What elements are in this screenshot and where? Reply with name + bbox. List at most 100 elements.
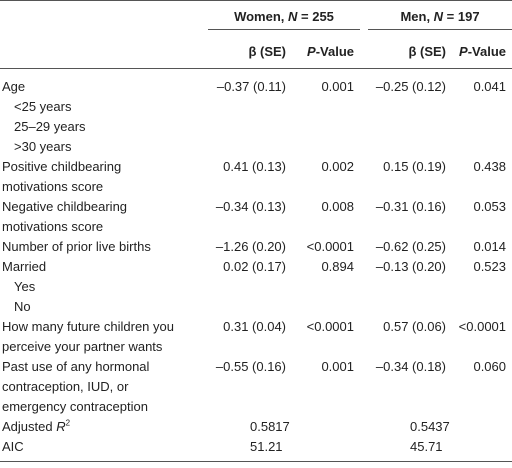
value: 0.02 (0.17)	[223, 259, 286, 274]
text-part: = 197	[443, 9, 480, 24]
value: 51.21	[250, 439, 283, 454]
group-label: Men, N = 197	[368, 7, 512, 30]
column-header: β (SE)	[200, 38, 292, 69]
value-cell: –0.34 (0.13)	[200, 197, 292, 237]
group-header: Men, N = 197	[360, 0, 512, 38]
text-part: = 255	[297, 9, 334, 24]
value-cell	[200, 137, 292, 157]
label-line: <25 years	[14, 99, 72, 114]
table-body: Age –0.37 (0.11) 0.001 –0.25 (0.12) 0.041 <25…	[0, 69, 512, 462]
value: <0.0001	[458, 319, 507, 334]
value-cell	[452, 297, 512, 317]
value: 0.894	[321, 259, 354, 274]
value-cell: 0.41 (0.13)	[200, 157, 292, 197]
superscript: 2	[65, 418, 71, 428]
data-row: Married 0.02 (0.17) 0.894 –0.13 (0.20) 0.523	[0, 257, 512, 277]
value: 0.57 (0.06)	[383, 319, 446, 334]
value-cell	[292, 137, 360, 157]
value-cell: 0.57 (0.06)	[360, 317, 452, 357]
value: 0.438	[473, 159, 507, 174]
value-cell: 0.053	[452, 197, 512, 237]
value: 0.041	[473, 79, 507, 94]
value: 0.41 (0.13)	[223, 159, 286, 174]
value-cell: 0.15 (0.19)	[360, 157, 452, 197]
value-cell	[452, 117, 512, 137]
value: –0.55 (0.16)	[215, 359, 286, 374]
label-line: motivations score	[2, 179, 104, 194]
value-cell: –0.13 (0.20)	[360, 257, 452, 277]
row-label: Negative childbearing motivations score	[0, 197, 200, 237]
value-cell: 0.001	[292, 69, 360, 98]
value-cell	[292, 277, 360, 297]
italic-part: N	[433, 9, 444, 24]
label-line: >30 years	[14, 139, 72, 154]
value-cell: 0.438	[452, 157, 512, 197]
value: 45.71	[410, 439, 443, 454]
data-row: Age –0.37 (0.11) 0.001 –0.25 (0.12) 0.041	[0, 69, 512, 98]
value-cell	[292, 297, 360, 317]
column-header: P-Value	[292, 38, 360, 69]
row-label: Age	[0, 69, 200, 98]
value-cell	[360, 97, 452, 117]
text-part: β (SE)	[248, 44, 286, 59]
value-cell: –1.26 (0.20)	[200, 237, 292, 257]
group-label: Women, N = 255	[208, 7, 360, 30]
value: 0.060	[473, 359, 507, 374]
value-cell	[200, 277, 292, 297]
group-header: Women, N = 255	[200, 0, 360, 38]
value-cell: 0.002	[292, 157, 360, 197]
value: –1.26 (0.20)	[215, 239, 286, 254]
value-cell: 0.894	[292, 257, 360, 277]
column-header: P-Value	[452, 38, 512, 69]
value-cell	[360, 277, 452, 297]
value: –0.62 (0.25)	[375, 239, 446, 254]
row-label: Positive childbearing motivations score	[0, 157, 200, 197]
value: –0.25 (0.12)	[375, 79, 446, 94]
text-part: -Value	[315, 44, 354, 59]
value: –0.31 (0.16)	[375, 199, 446, 214]
column-header: β (SE)	[360, 38, 452, 69]
value: –0.13 (0.20)	[375, 259, 446, 274]
group-header-row: Women, N = 255 Men, N = 197	[0, 0, 512, 38]
value: 0.053	[473, 199, 507, 214]
value-cell: 0.001	[292, 357, 360, 417]
label-line: Positive childbearing	[2, 159, 122, 174]
value: 0.002	[321, 159, 354, 174]
value-cell	[452, 277, 512, 297]
value-cell	[360, 117, 452, 137]
data-row: Yes	[0, 277, 512, 297]
label-line: No	[14, 299, 31, 314]
data-row: 25–29 years	[0, 117, 512, 137]
fit-value-cell: 45.71	[360, 437, 512, 462]
label-line: emergency contraception	[2, 399, 148, 414]
row-label: Past use of any hormonal contraception, I…	[0, 357, 200, 417]
value-cell: 0.041	[452, 69, 512, 98]
value-cell: –0.55 (0.16)	[200, 357, 292, 417]
row-label: Married	[0, 257, 200, 277]
data-row: <25 years	[0, 97, 512, 117]
value-cell	[360, 137, 452, 157]
row-label: No	[0, 297, 200, 317]
fit-row: AIC 51.21 45.71	[0, 437, 512, 462]
value-cell: 0.060	[452, 357, 512, 417]
value-cell	[292, 117, 360, 137]
value: 0.31 (0.04)	[223, 319, 286, 334]
label-line: perceive your partner wants	[2, 339, 163, 354]
value: 0.5817	[250, 419, 290, 434]
value: 0.001	[321, 79, 354, 94]
data-row: Negative childbearing motivations score –0…	[0, 197, 512, 237]
label-line: Yes	[14, 279, 36, 294]
value: –0.34 (0.13)	[215, 199, 286, 214]
label-line: Married	[2, 259, 47, 274]
value-cell: –0.62 (0.25)	[360, 237, 452, 257]
row-label: How many future children you perceive you…	[0, 317, 200, 357]
value: 0.008	[321, 199, 354, 214]
value-cell: –0.37 (0.11)	[200, 69, 292, 98]
value-cell: <0.0001	[292, 317, 360, 357]
value: 0.15 (0.19)	[383, 159, 446, 174]
value: 0.5437	[410, 419, 450, 434]
data-row: >30 years	[0, 137, 512, 157]
value: 0.523	[473, 259, 507, 274]
value: –0.37 (0.11)	[216, 79, 286, 94]
